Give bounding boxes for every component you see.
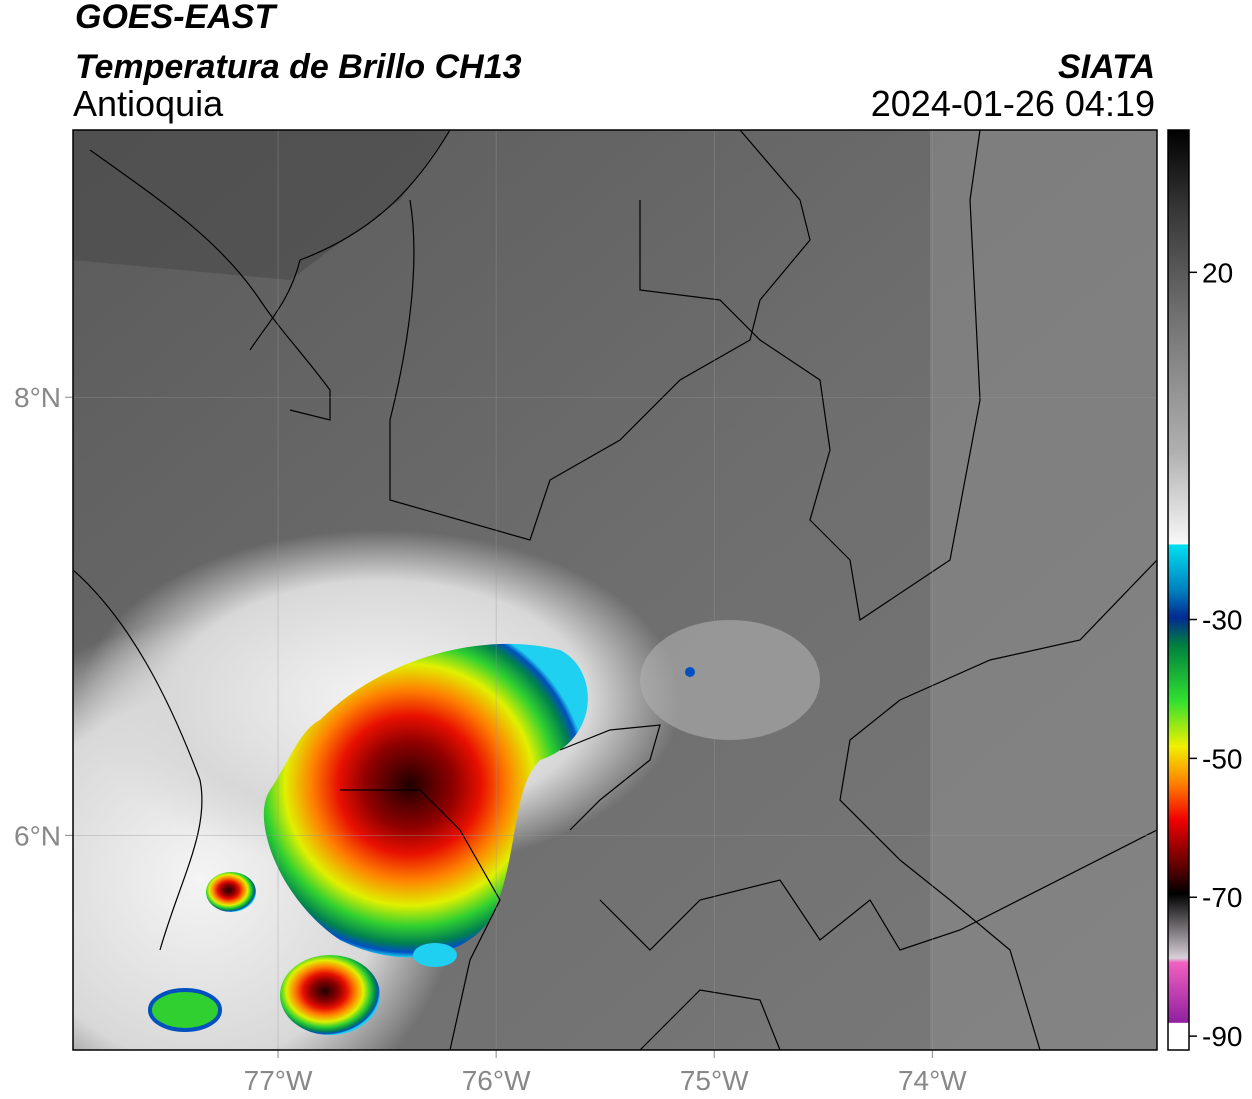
map-frame [72,129,1158,1051]
y-tick-label: 6°N [14,820,61,851]
source: SIATA [1058,48,1155,86]
colorbar-tick-label: -90 [1202,1021,1242,1052]
colorbar-tick-label: -30 [1202,605,1242,636]
x-tick-label: 75°W [680,1065,749,1096]
y-tick-label: 8°N [14,382,61,413]
colorbar-tick-label: 20 [1202,257,1233,288]
satellite-image [73,130,1157,1050]
x-tick-label: 77°W [244,1065,313,1096]
datetime: 2024-01-26 04:19 [871,83,1155,124]
colorbar [1167,129,1190,1051]
x-tick-label: 74°W [898,1065,967,1096]
region: Antioquia [73,83,224,124]
subtitle: Temperatura de Brillo CH13 [75,48,522,86]
colorbar-tick-label: -50 [1202,743,1242,774]
colorbar-tick-label: -70 [1202,882,1242,913]
title: GOES-EAST [75,0,278,36]
graticule [65,130,1157,1058]
x-tick-label: 76°W [462,1065,531,1096]
